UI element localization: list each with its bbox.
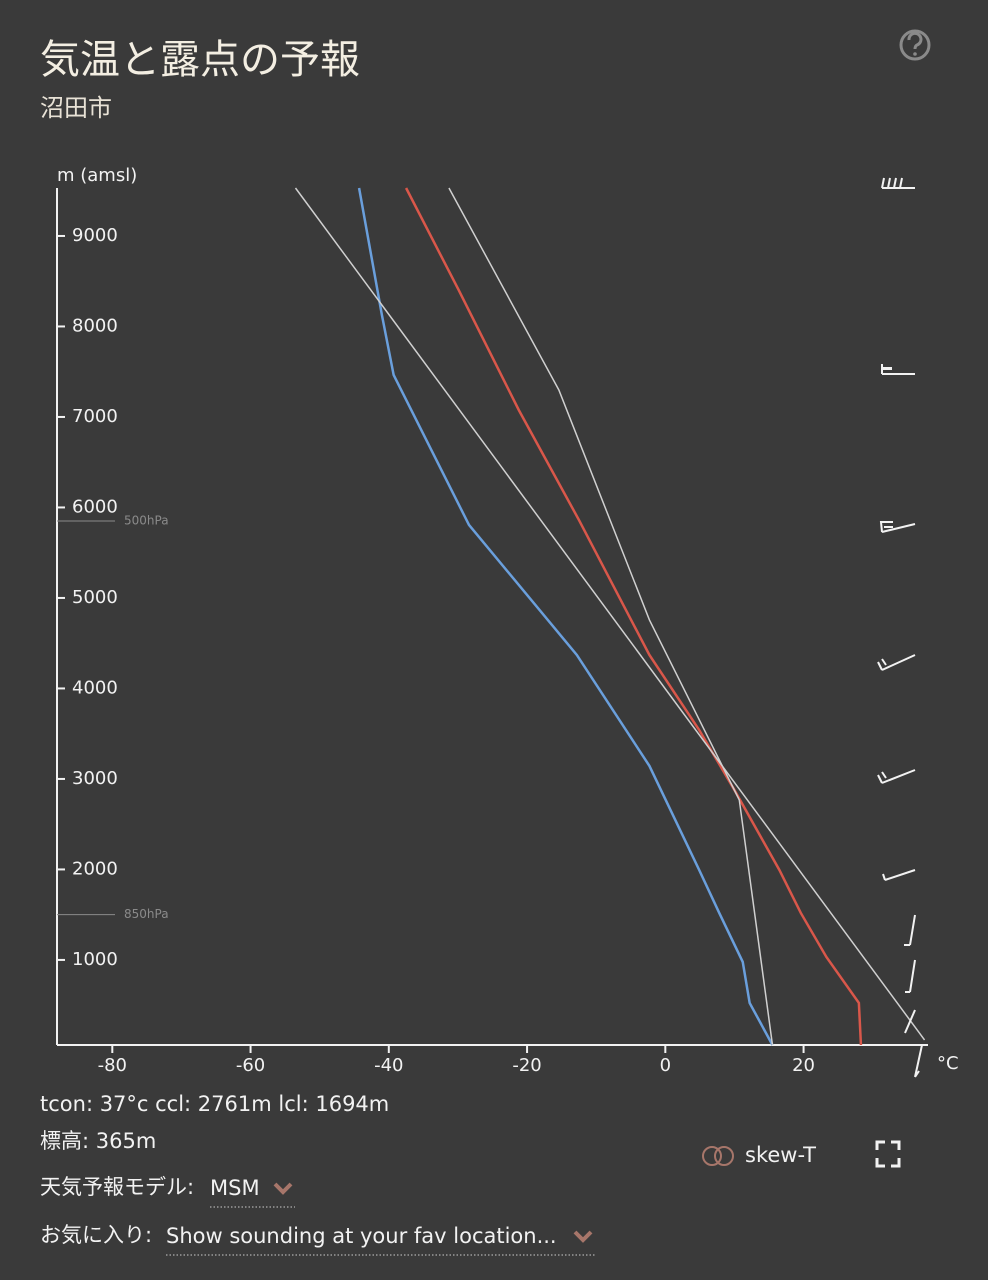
y-tick-label: 7000 xyxy=(72,406,118,427)
x-tick-label: -80 xyxy=(98,1055,127,1076)
model-value: MSM xyxy=(210,1176,260,1200)
profile-line xyxy=(294,187,926,1041)
x-tick-label: -60 xyxy=(236,1055,265,1076)
fullscreen-icon[interactable] xyxy=(875,1140,901,1168)
profile-line xyxy=(404,187,863,1046)
fav-value: Show sounding at your fav location... xyxy=(166,1224,557,1248)
stats: tcon: 37°c ccl: 2761m lcl: 1694m xyxy=(40,1092,389,1116)
y-tick-label: 1000 xyxy=(72,949,118,970)
y-tick-label: 5000 xyxy=(72,587,118,608)
x-tick-label: 20 xyxy=(792,1055,815,1076)
plot: m (amsl) °C 1000 2000 3000 4000 5000 6000 7000 80… xyxy=(56,165,959,1076)
model-label: 天気予報モデル: xyxy=(40,1175,194,1199)
pressure-label: 500hPa xyxy=(124,514,169,528)
skew-toggle[interactable]: skew-T xyxy=(702,1143,816,1167)
help-icon[interactable] xyxy=(899,29,931,61)
pressure-label: 850hPa xyxy=(124,907,169,921)
elevation: 標高: 365m xyxy=(40,1129,156,1153)
y-tick-label: 4000 xyxy=(72,677,118,698)
y-tick-label: 3000 xyxy=(72,768,118,789)
wind-barbs xyxy=(877,177,923,1078)
y-axis-label: m (amsl) xyxy=(57,165,137,186)
fav-select[interactable]: Show sounding at your fav location... xyxy=(166,1224,595,1256)
toggle-label: skew-T xyxy=(745,1143,816,1167)
subtitle: 沼田市 xyxy=(40,94,112,122)
fav-label: お気に入り: xyxy=(40,1223,152,1247)
profile-line xyxy=(448,187,774,1046)
profile-line xyxy=(357,187,774,1046)
x-tick-label: -40 xyxy=(374,1055,403,1076)
y-tick-label: 8000 xyxy=(72,315,118,336)
model-select[interactable]: MSM xyxy=(210,1176,295,1208)
y-tick-label: 9000 xyxy=(72,225,118,246)
title: 気温と露点の予報 xyxy=(40,37,360,83)
y-tick-label: 2000 xyxy=(72,858,118,879)
x-axis-label: °C xyxy=(937,1053,959,1074)
x-tick-label: -20 xyxy=(512,1055,541,1076)
x-tick-label: 0 xyxy=(660,1055,671,1076)
y-tick-label: 6000 xyxy=(72,496,118,517)
